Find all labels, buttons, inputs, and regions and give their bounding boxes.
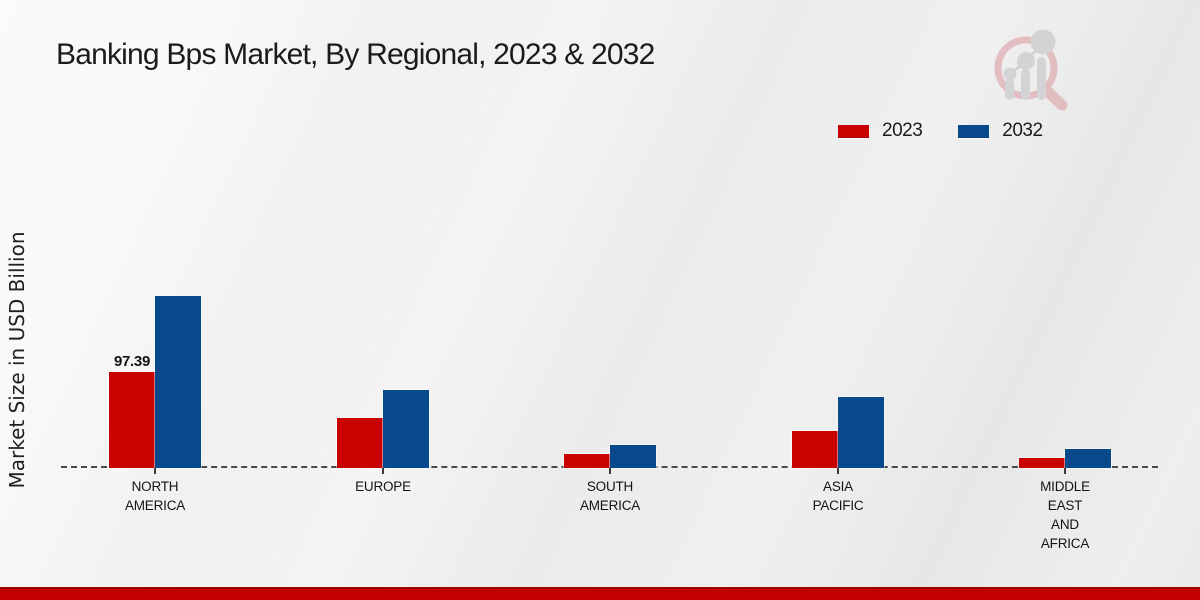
bar-2023-europe — [337, 418, 383, 468]
bar-2023-north-america — [109, 372, 155, 468]
legend: 2023 2032 — [838, 120, 1043, 142]
x-axis-tick — [382, 468, 384, 474]
category-label-europe: EUROPE — [355, 479, 411, 494]
x-axis-tick — [154, 468, 156, 474]
legend-label-2032: 2032 — [1002, 120, 1043, 141]
bar-2032-asia-pacific — [838, 397, 884, 468]
legend-label-2023: 2023 — [882, 120, 923, 141]
bar-2032-middle-east-and-africa — [1065, 449, 1111, 468]
category-label-asia-pacific: ASIA PACIFIC — [812, 479, 864, 513]
bar-2023-asia-pacific — [792, 431, 838, 468]
y-axis-label: Market Size in USD Billion — [5, 231, 29, 489]
legend-swatch-2023 — [838, 124, 869, 138]
bar-2032-europe — [383, 390, 429, 468]
legend-swatch-2032 — [958, 124, 990, 138]
category-label-middle-east-and-africa: MIDDLE EAST AND AFRICA — [1040, 479, 1090, 551]
legend-item-2032: 2032 — [958, 120, 1043, 142]
market-research-logo-icon — [994, 29, 1068, 111]
x-axis-tick — [1064, 468, 1066, 474]
legend-item-2023: 2023 — [838, 120, 923, 142]
chart-title: Banking Bps Market, By Regional, 2023 & … — [56, 38, 655, 71]
category-label-south-america: SOUTH AMERICA — [579, 479, 641, 513]
x-axis-tick — [837, 468, 839, 474]
bar-value-label: 97.39 — [113, 353, 151, 370]
bar-2023-middle-east-and-africa — [1019, 458, 1065, 468]
x-axis-tick — [609, 468, 611, 474]
bar-2032-south-america — [610, 445, 656, 468]
category-label-north-america: NORTH AMERICA — [124, 479, 186, 513]
bar-2023-south-america — [564, 454, 610, 468]
bar-2032-north-america — [155, 296, 201, 468]
bottom-accent-strip — [0, 587, 1200, 600]
